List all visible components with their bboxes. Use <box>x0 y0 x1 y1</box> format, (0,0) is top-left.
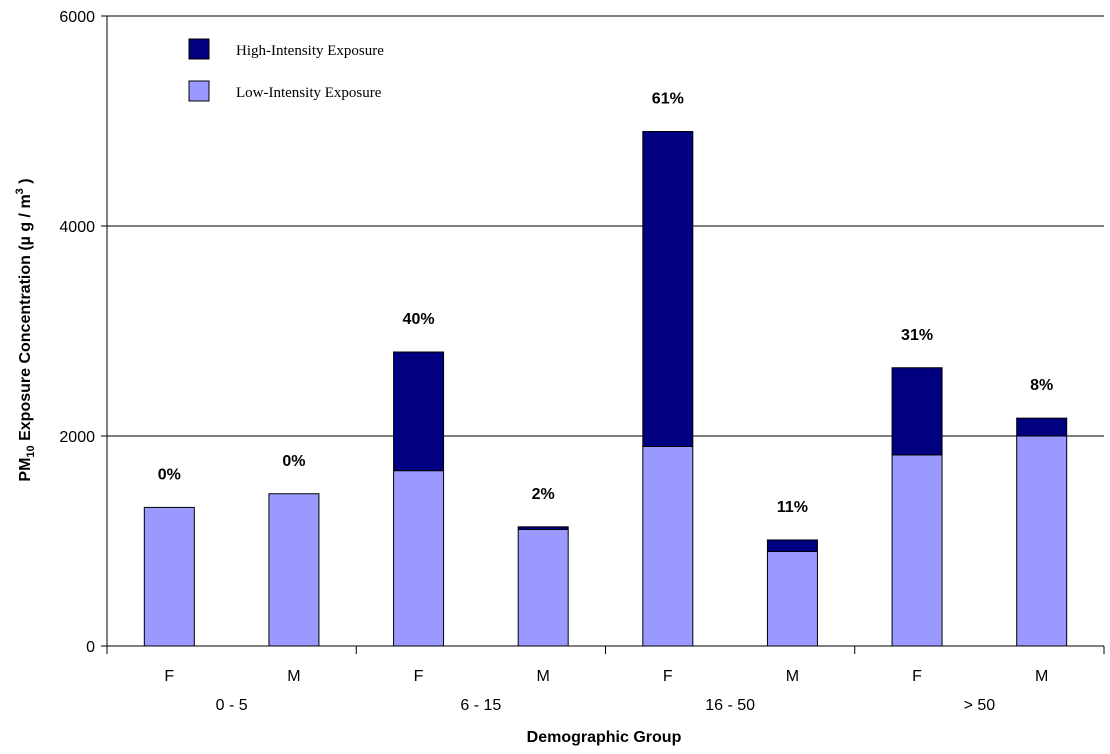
y-tick-labels: 0 2000 4000 6000 <box>59 9 95 656</box>
bar-low-0 <box>143 506 195 647</box>
bar-high-7 <box>1016 417 1068 437</box>
x-tick-label-2: F <box>414 668 424 685</box>
group-labels: 0 - 5 6 - 15 16 - 50 > 50 <box>216 697 996 714</box>
bar-low-5 <box>766 551 818 647</box>
y-axis-title: PM10 Exposure Concentration (µ g / m3 ) <box>14 178 37 481</box>
y-axis-title-middle: Exposure Concentration (µ g / m <box>17 194 34 445</box>
group-label-0: 0 - 5 <box>216 697 248 714</box>
y-axis-title-prefix: PM <box>17 458 34 482</box>
bar-low-4 <box>642 446 694 647</box>
bar-high-2 <box>393 351 445 472</box>
bar-low-2 <box>393 470 445 647</box>
legend-swatch-low <box>188 80 210 102</box>
bars <box>143 131 1068 647</box>
y-axis-title-suffix: ) <box>17 178 34 188</box>
x-tick-label-6: F <box>912 668 922 685</box>
group-label-3: > 50 <box>964 697 996 714</box>
bar-low-6 <box>891 454 943 647</box>
y-tick-label-3: 6000 <box>59 9 95 26</box>
bar-low-3 <box>517 528 569 647</box>
x-tick-label-3: M <box>537 668 550 685</box>
x-axis-title: Demographic Group <box>527 729 682 746</box>
bar-high-3 <box>517 526 569 530</box>
group-label-2: 16 - 50 <box>705 697 755 714</box>
y-tick-label-1: 2000 <box>59 429 95 446</box>
data-label-5: 11% <box>777 499 808 516</box>
bar-high-6 <box>891 367 943 456</box>
data-label-0: 0% <box>158 466 181 483</box>
legend-label-high: High-Intensity Exposure <box>236 43 384 59</box>
bar-high-5 <box>766 539 818 553</box>
bar-low-7 <box>1016 435 1068 647</box>
y-axis-title-sup: 3 <box>14 188 26 194</box>
data-label-7: 8% <box>1030 377 1053 394</box>
y-axis-title-sub: 10 <box>25 445 37 457</box>
x-tick-label-1: M <box>287 668 300 685</box>
x-tick-label-7: M <box>1035 668 1048 685</box>
data-label-2: 40% <box>403 311 435 328</box>
bar-high-4 <box>642 131 694 447</box>
legend-swatch-high <box>188 38 210 60</box>
group-label-1: 6 - 15 <box>460 697 501 714</box>
bar-low-1 <box>268 493 320 647</box>
data-label-1: 0% <box>282 453 305 470</box>
y-tick-label-2: 4000 <box>59 219 95 236</box>
axes <box>101 15 1105 654</box>
y-tick-label-0: 0 <box>86 639 95 656</box>
x-tick-label-5: M <box>786 668 799 685</box>
x-tick-label-4: F <box>663 668 673 685</box>
x-tick-label-0: F <box>164 668 174 685</box>
percentage-labels: 0% 0% 40% 2% 61% 11% 31% 8% <box>158 91 1054 516</box>
legend: High-Intensity Exposure Low-Intensity Ex… <box>188 38 384 102</box>
data-label-6: 31% <box>901 327 933 344</box>
data-label-4: 61% <box>652 91 684 108</box>
gridlines <box>107 15 1104 437</box>
data-label-3: 2% <box>532 486 555 503</box>
legend-label-low: Low-Intensity Exposure <box>236 85 382 101</box>
